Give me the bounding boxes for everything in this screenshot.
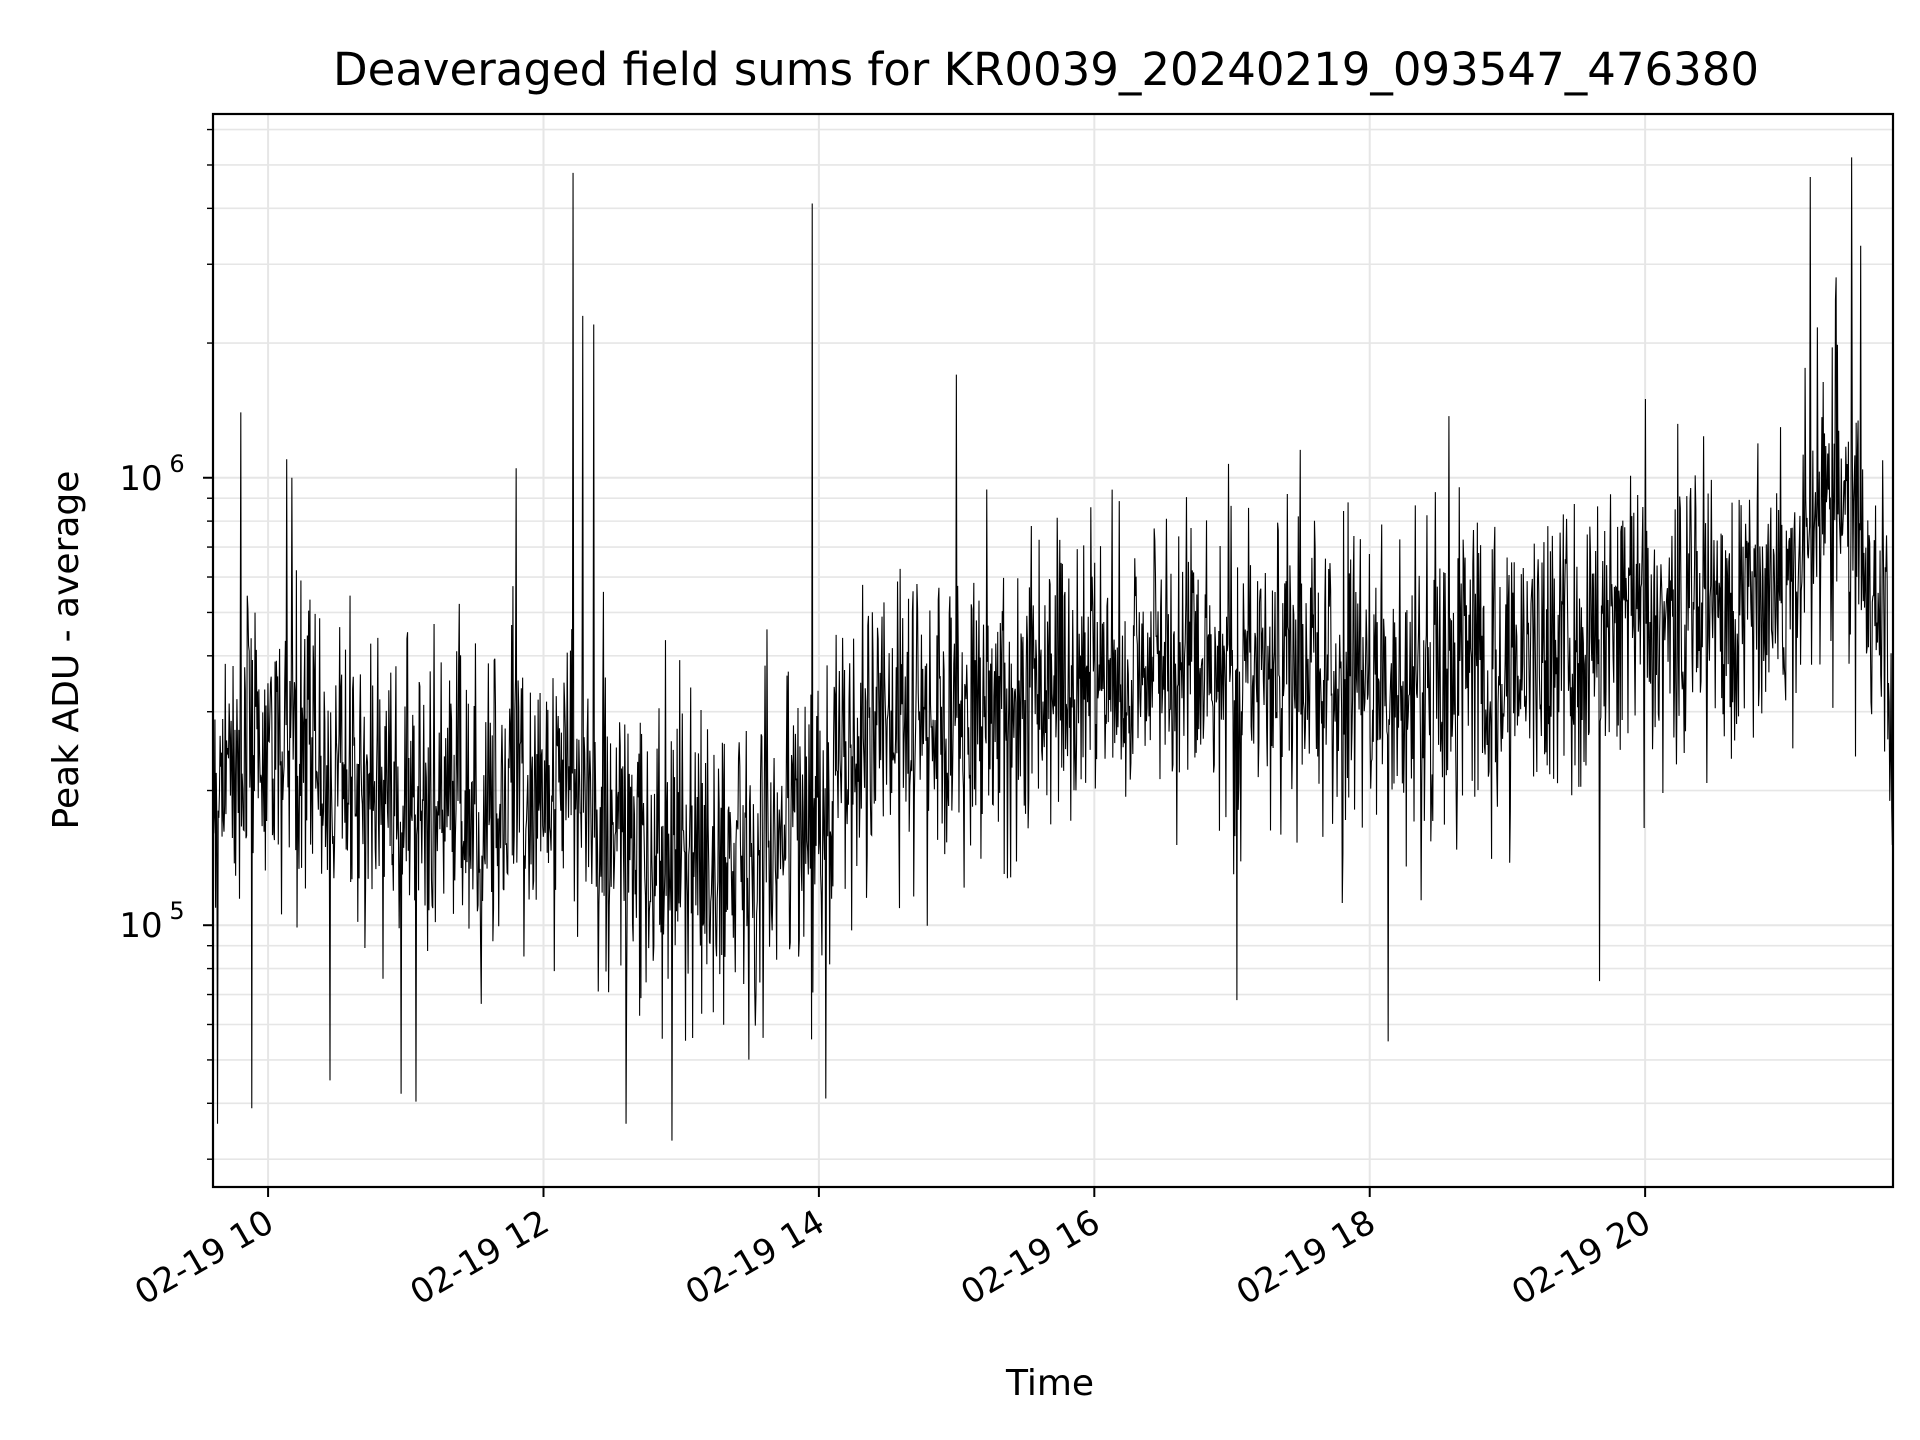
series-line (212, 157, 1894, 1141)
y-tick-label: 10 (119, 906, 162, 946)
y-tick-label: 10 (119, 459, 162, 499)
x-axis-label: Time (1005, 1363, 1094, 1404)
plot-frame (211, 112, 1895, 1189)
y-tick-label-exponent: 6 (169, 450, 184, 478)
data-series (212, 157, 1894, 1141)
y-tick-label-exponent: 5 (169, 897, 184, 925)
y-axis-label: Peak ADU - average (46, 471, 87, 830)
chart-title: Deaveraged field sums for KR0039_2024021… (333, 43, 1759, 96)
